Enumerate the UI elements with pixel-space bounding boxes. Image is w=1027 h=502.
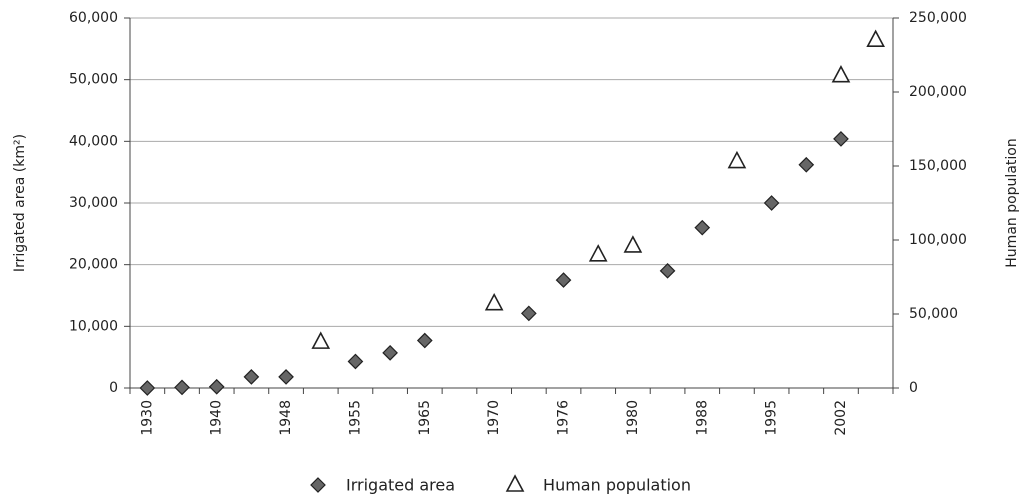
y-axis-label: Irrigated area (km²) — [12, 134, 28, 272]
x-tick-label: 2002 — [833, 400, 849, 436]
x-tick-label: 1980 — [625, 400, 641, 436]
x-tick-label: 1995 — [764, 400, 780, 436]
diamond-marker — [694, 219, 711, 236]
diamond-marker — [310, 477, 326, 493]
y2-axis-label: Human population — [1004, 138, 1020, 267]
y2-tick-label: 50,000 — [909, 306, 958, 322]
y2-tick-label: 250,000 — [909, 10, 967, 26]
triangle-marker — [311, 331, 331, 349]
triangle-marker — [588, 244, 608, 262]
x-tick-label: 1948 — [278, 400, 294, 436]
triangle-marker — [484, 292, 504, 311]
x-tick-label: 1955 — [347, 400, 363, 436]
x-tick-label: 1930 — [139, 400, 155, 436]
x-tick-label: 1976 — [556, 400, 572, 436]
y-tick-label: 0 — [109, 380, 118, 396]
x-tick-label: 1970 — [486, 400, 502, 436]
y-tick-label: 30,000 — [69, 195, 118, 211]
y-tick-label: 20,000 — [69, 257, 118, 273]
y2-tick-label: 0 — [909, 380, 918, 396]
y2-tick-label: 150,000 — [909, 158, 967, 174]
triangle-marker — [623, 235, 643, 253]
diamond-marker — [243, 369, 260, 385]
diamond-marker — [416, 332, 433, 349]
diamond-marker — [555, 272, 572, 288]
y-tick-label: 40,000 — [69, 133, 118, 149]
y2-tick-label: 200,000 — [909, 84, 967, 100]
diamond-marker — [174, 379, 190, 396]
x-tick-label: 1988 — [694, 400, 710, 436]
diamond-marker — [208, 378, 225, 395]
triangle-marker — [866, 29, 885, 48]
y2-tick-label: 100,000 — [909, 232, 967, 248]
diamond-marker — [763, 195, 780, 211]
y-tick-label: 60,000 — [69, 10, 118, 26]
x-tick-label: 1940 — [209, 400, 225, 436]
y-tick-label: 10,000 — [69, 318, 118, 334]
legend-label: Human population — [543, 476, 691, 495]
triangle-marker — [727, 150, 747, 169]
x-tick-label: 1965 — [417, 400, 433, 436]
diamond-marker — [347, 353, 364, 370]
diamond-marker — [798, 156, 815, 173]
diamond-marker — [278, 369, 294, 385]
y-tick-label: 50,000 — [69, 72, 118, 88]
diamond-marker — [833, 131, 849, 147]
triangle-marker — [831, 65, 851, 83]
diamond-marker — [520, 305, 537, 322]
legend-label: Irrigated area — [346, 476, 455, 495]
diamond-marker — [382, 345, 398, 361]
diamond-marker — [659, 262, 676, 279]
triangle-marker — [505, 474, 525, 492]
diamond-marker — [139, 380, 156, 396]
